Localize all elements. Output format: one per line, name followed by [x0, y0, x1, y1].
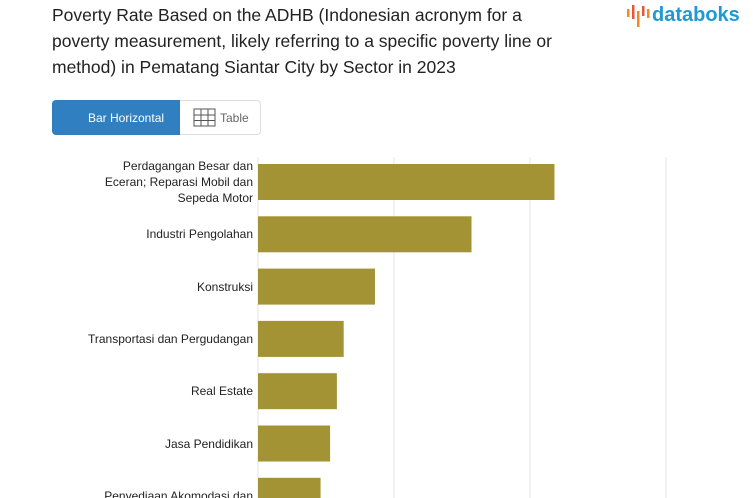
y-tick-label: Industri Pengolahan: [146, 227, 253, 242]
y-tick-label: Transportasi dan Pergudangan: [88, 331, 253, 346]
logo: databoks: [652, 4, 740, 26]
bar: [258, 425, 331, 462]
bar: [258, 164, 555, 200]
y-tick-label: Penyediaan Akomodasi dan: [104, 488, 253, 498]
bar: [258, 320, 344, 357]
bar: [258, 216, 472, 253]
logo-icon: [627, 5, 650, 27]
y-tick-label: Real Estate: [190, 384, 253, 399]
tab-button[interactable]: Bar Horizontal: [52, 100, 180, 135]
y-tick-label: Konstruksi: [196, 279, 253, 294]
y-tick-label: Perdagangan Besar dan Eceran; Reparasi M…: [104, 159, 253, 205]
bar: [258, 477, 321, 498]
tab-button[interactable]: Table: [180, 100, 261, 135]
bar: [258, 373, 337, 410]
bar: [258, 268, 375, 305]
chart-title: Poverty Rate Based on the ADHB (Indonesi…: [52, 5, 552, 77]
y-tick-label: Jasa Pendidikan: [164, 436, 253, 451]
